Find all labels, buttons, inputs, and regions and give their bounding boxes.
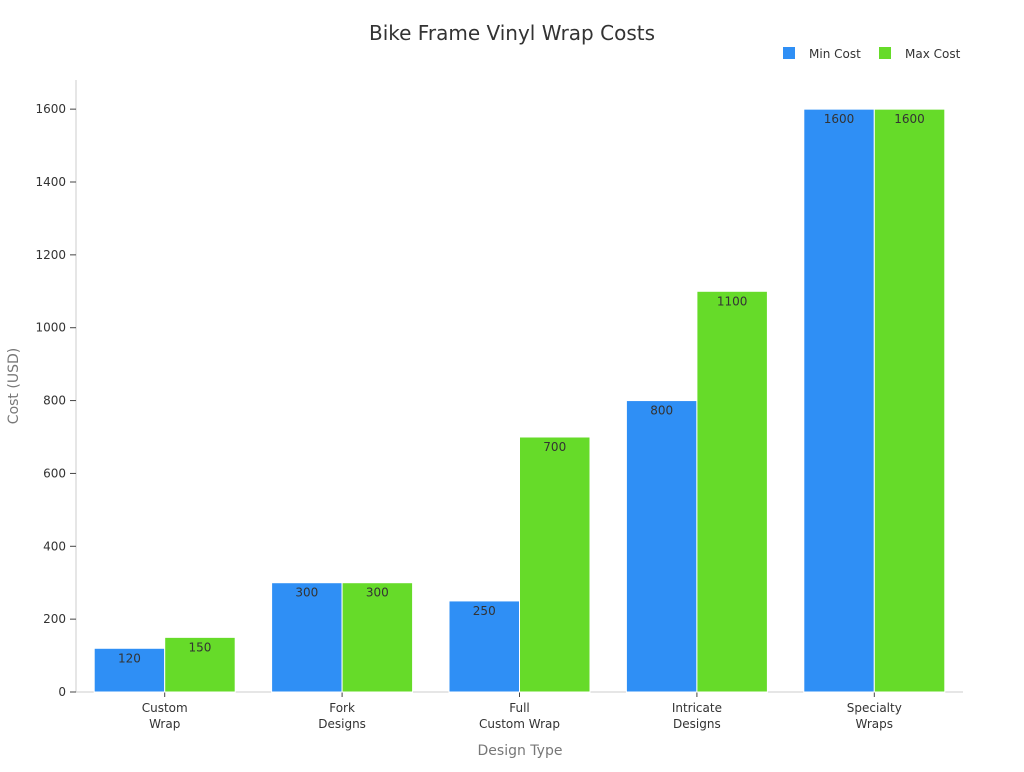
bar-value-label: 1600 — [894, 112, 925, 126]
bar — [696, 290, 768, 693]
bar-value-label: 300 — [295, 586, 318, 600]
legend-swatch — [783, 47, 795, 59]
y-tick-label: 600 — [43, 466, 66, 480]
y-tick-label: 1200 — [35, 248, 66, 262]
bar — [271, 582, 343, 693]
bar — [448, 600, 520, 693]
x-tick-label-line: Designs — [673, 717, 721, 731]
y-tick-label: 1400 — [35, 175, 66, 189]
bar — [519, 436, 591, 693]
x-tick-label-line: Intricate — [672, 701, 722, 715]
y-tick-label: 200 — [43, 612, 66, 626]
bar — [341, 582, 414, 693]
y-tick-label: 800 — [43, 394, 66, 408]
bar-value-label: 1600 — [824, 112, 855, 126]
x-tick-label-line: Custom — [142, 701, 188, 715]
y-axis-label: Cost (USD) — [6, 348, 22, 424]
bar-value-label: 800 — [650, 404, 673, 418]
x-tick-label-line: Designs — [318, 717, 366, 731]
y-tick-label: 0 — [58, 685, 66, 699]
x-tick-label: Specialty Wraps — [847, 701, 902, 731]
y-tick-label: 400 — [43, 539, 66, 553]
legend: Min Cost Max Cost — [783, 47, 961, 61]
axes: 0 200 400 600 800 1000 1200 1400 1600 Custom Wrap F… — [35, 80, 963, 731]
bar — [625, 400, 698, 693]
data-labels-group: 120 150 300 300 250 700 800 1100 1600 1600 — [118, 112, 925, 665]
x-tick-label-line: Specialty — [847, 701, 902, 715]
bar — [873, 108, 946, 693]
bar — [164, 636, 236, 693]
x-tick-label-line: Full — [509, 701, 530, 715]
bar-value-label: 150 — [188, 640, 211, 654]
x-tick-label-line: Fork — [329, 701, 355, 715]
x-tick-label-line: Custom Wrap — [479, 717, 560, 731]
x-tick-label-line: Wrap — [149, 717, 180, 731]
bar — [803, 108, 875, 693]
legend-swatch — [879, 47, 891, 59]
bar-value-label: 250 — [473, 604, 496, 618]
x-tick-label: Full Custom Wrap — [479, 701, 560, 731]
x-tick-label: Custom Wrap — [142, 701, 188, 731]
bar-value-label: 1100 — [717, 294, 748, 308]
x-tick-label: Intricate Designs — [672, 701, 722, 731]
bar-value-label: 120 — [118, 651, 141, 665]
chart-title: Bike Frame Vinyl Wrap Costs — [369, 21, 655, 45]
legend-label: Max Cost — [905, 47, 961, 61]
x-tick-label: Fork Designs — [318, 701, 366, 731]
x-tick-label-line: Wraps — [856, 717, 893, 731]
bar-value-label: 700 — [543, 440, 566, 454]
y-tick-label: 1000 — [35, 321, 66, 335]
bars-group — [93, 108, 946, 693]
x-axis-label: Design Type — [478, 743, 563, 759]
bar — [93, 647, 166, 693]
y-tick-label: 1600 — [35, 102, 66, 116]
legend-label: Min Cost — [809, 47, 861, 61]
bar-value-label: 300 — [366, 586, 389, 600]
